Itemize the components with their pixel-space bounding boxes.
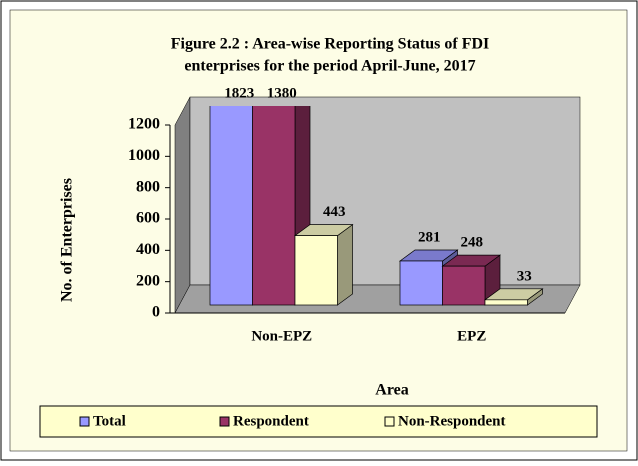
y-tick-label: 0 xyxy=(152,304,160,321)
x-tick-label: EPZ xyxy=(457,328,486,344)
bar xyxy=(399,260,443,306)
y-tick-label: 600 xyxy=(136,210,160,227)
bar xyxy=(209,106,253,306)
bar-side xyxy=(337,223,353,306)
bars xyxy=(209,106,544,306)
y-axis-label: No. of Enterprises xyxy=(59,178,76,302)
data-label: 281 xyxy=(418,229,441,245)
data-label: 248 xyxy=(461,235,484,251)
bar xyxy=(442,265,486,306)
data-label: 443 xyxy=(323,204,346,220)
y-tick-label: 1200 xyxy=(128,116,160,133)
data-label: 33 xyxy=(517,268,532,284)
data-label: 1823 xyxy=(224,85,254,101)
legend-label: Respondent xyxy=(233,413,309,429)
side-wall xyxy=(174,96,191,314)
y-tick-label: 400 xyxy=(136,241,160,258)
x-axis-label: Area xyxy=(375,382,408,399)
data-label: 1380 xyxy=(267,85,297,101)
x-tick-label: Non-EPZ xyxy=(251,328,312,344)
legend-label: Non-Respondent xyxy=(398,413,506,429)
y-tick-label: 800 xyxy=(136,178,160,195)
legend-swatch xyxy=(79,416,90,427)
chart-subtitle: enterprises for the period April-June, 2… xyxy=(184,58,475,75)
bar xyxy=(294,235,338,306)
legend-swatch xyxy=(219,416,230,427)
legend-swatch xyxy=(384,416,395,427)
legend xyxy=(39,405,598,438)
y-tick-label: 200 xyxy=(136,272,160,289)
bar xyxy=(484,299,528,306)
y-tick-label: 1000 xyxy=(128,147,160,164)
legend-label: Total xyxy=(93,413,126,429)
chart-title: Figure 2.2 : Area-wise Reporting Status … xyxy=(171,36,490,53)
bar xyxy=(252,106,296,306)
